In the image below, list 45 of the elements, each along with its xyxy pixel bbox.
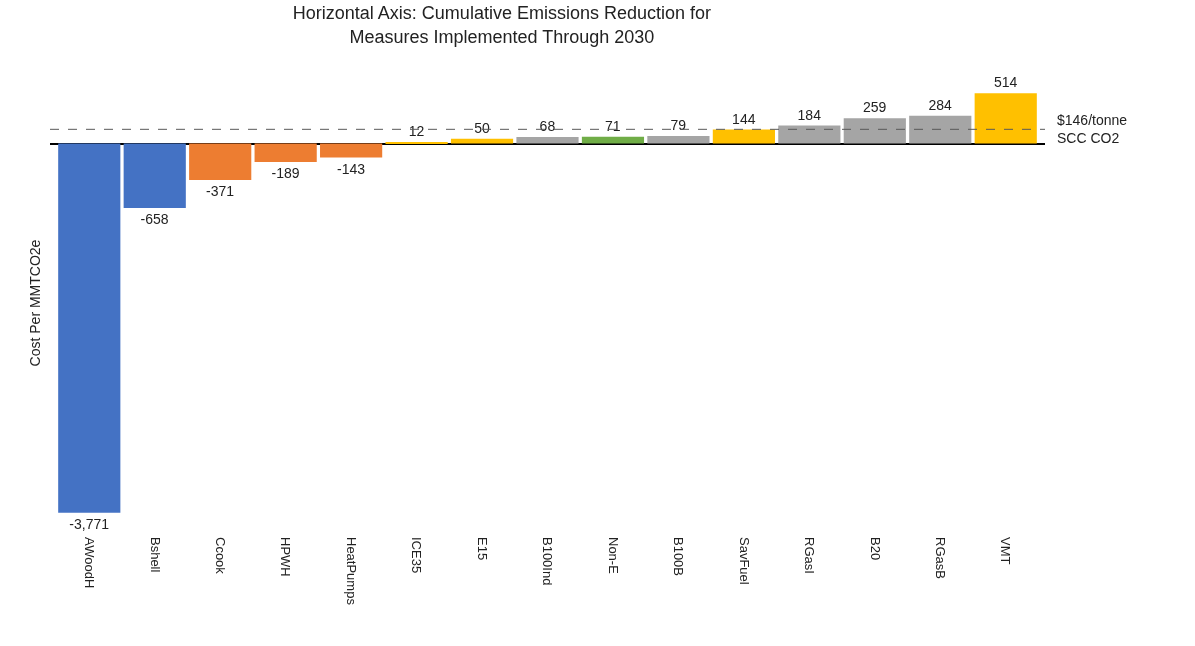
data-label: -143 xyxy=(337,160,366,177)
data-label: 79 xyxy=(670,116,687,133)
bar xyxy=(189,143,252,180)
x-tick-label: E15 xyxy=(474,537,490,561)
x-tick-label: Ccook xyxy=(212,537,228,575)
data-label: 144 xyxy=(732,110,756,127)
data-label: -658 xyxy=(140,211,169,228)
x-tick-label: AWoodH xyxy=(82,537,98,589)
x-tick-label: B100Ind xyxy=(540,537,556,586)
bar xyxy=(254,143,317,163)
data-label: 184 xyxy=(797,106,822,123)
x-tick-label: HeatPumps xyxy=(343,537,359,606)
x-tick-label: Non-E xyxy=(605,537,621,575)
bar xyxy=(778,125,841,144)
bar xyxy=(123,143,186,209)
bar xyxy=(712,129,775,144)
bar xyxy=(909,115,972,144)
bar xyxy=(58,143,121,513)
ref-line-label: $146/tonne SCC CO2 xyxy=(1057,112,1128,147)
x-tick-label: SavFuel xyxy=(736,537,752,585)
y-axis-title: Cost Per MMTCO2e xyxy=(26,239,43,367)
data-label: 50 xyxy=(474,119,490,136)
bar xyxy=(450,138,514,144)
data-label: -189 xyxy=(271,165,300,182)
bar xyxy=(320,143,383,158)
bar xyxy=(581,136,645,144)
data-label: 68 xyxy=(539,117,556,134)
x-tick-label: HPWH xyxy=(278,537,294,577)
x-tick-label: B20 xyxy=(867,537,883,561)
bar xyxy=(974,93,1037,144)
data-label: 259 xyxy=(863,99,887,116)
x-tick-label: ICE35 xyxy=(409,537,425,574)
x-tick-label: Bshell xyxy=(147,537,163,573)
x-tick-label: RGasI xyxy=(802,537,818,574)
x-tick-label: VMT xyxy=(998,537,1014,565)
data-label: 514 xyxy=(993,74,1018,91)
bar xyxy=(647,135,710,144)
data-label: -371 xyxy=(206,182,235,199)
bar xyxy=(843,118,906,144)
chart-title: Horizontal Axis: Cumulative Emissions Reduction for Measures Implemented Through 2030 xyxy=(292,3,711,47)
x-tick-label: B100B xyxy=(671,537,687,577)
data-label: -3,771 xyxy=(69,515,110,532)
bar xyxy=(516,136,579,144)
x-tick-label: RGasB xyxy=(933,537,949,579)
data-label: 284 xyxy=(928,96,953,113)
